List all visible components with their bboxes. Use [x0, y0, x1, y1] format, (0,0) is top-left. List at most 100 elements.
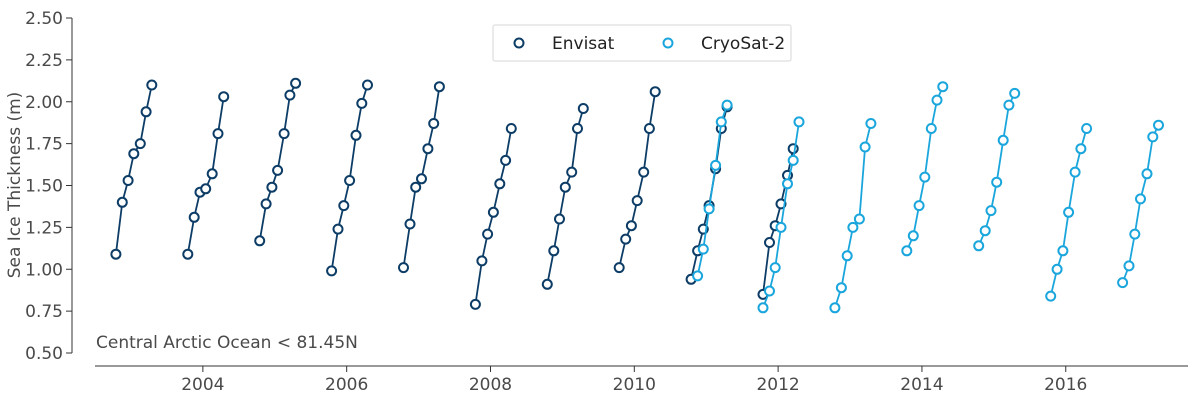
data-point-cryosat2: [692, 270, 704, 282]
data-point-cryosat2: [931, 94, 943, 106]
y-tick-label: 1.50: [25, 177, 63, 197]
data-point-cryosat2: [907, 230, 919, 242]
data-point-envisat: [613, 262, 625, 274]
data-point-cryosat2: [787, 154, 799, 166]
data-point-cryosat2: [1075, 143, 1087, 155]
data-point-envisat: [410, 181, 422, 193]
data-point-cryosat2: [1081, 123, 1093, 134]
series-line-envisat: [186, 96, 225, 255]
data-point-cryosat2: [1003, 99, 1015, 111]
data-point-cryosat2: [782, 178, 793, 190]
y-axis-title: Sea Ice Thickness (m): [5, 92, 25, 279]
data-point-envisat: [218, 91, 230, 103]
y-tick-label: 1.25: [25, 218, 63, 238]
data-point-envisat: [577, 103, 589, 114]
data-point-envisat: [482, 228, 494, 240]
x-tick-label: 2004: [181, 375, 224, 395]
data-point-cryosat2: [1045, 290, 1057, 302]
data-point-envisat: [494, 178, 506, 190]
data-point-envisat: [433, 81, 445, 93]
data-point-cryosat2: [847, 221, 859, 233]
data-point-envisat: [326, 265, 338, 277]
data-point-cryosat2: [710, 159, 722, 171]
data-point-envisat: [338, 200, 350, 212]
series-line-cryosat2: [977, 93, 1016, 247]
data-point-cryosat2: [1051, 263, 1063, 275]
data-point-envisat: [428, 118, 440, 129]
data-point-envisat: [572, 123, 583, 134]
data-point-cryosat2: [703, 203, 715, 215]
data-point-cryosat2: [764, 285, 775, 297]
data-point-envisat: [620, 233, 632, 245]
legend-label-envisat: Envisat: [552, 34, 615, 54]
data-point-cryosat2: [1135, 193, 1146, 205]
data-point-cryosat2: [697, 243, 709, 255]
data-point-cryosat2: [913, 200, 925, 212]
x-tick-label: 2016: [1044, 375, 1087, 395]
data-point-envisat: [559, 181, 571, 193]
legend-label-cryosat2: CryoSat-2: [701, 34, 785, 54]
data-point-cryosat2: [1141, 168, 1153, 180]
series-layer: [110, 77, 1164, 314]
data-point-cryosat2: [1117, 277, 1129, 289]
data-point-cryosat2: [793, 116, 805, 128]
data-point-envisat: [541, 278, 553, 290]
data-point-envisat: [212, 128, 224, 140]
data-point-envisat: [188, 211, 200, 223]
data-point-envisat: [140, 106, 152, 118]
y-tick-label: 0.75: [25, 302, 63, 322]
y-tick-label: 1.75: [25, 135, 63, 155]
data-point-envisat: [643, 123, 655, 134]
data-point-envisat: [548, 245, 560, 257]
data-point-envisat: [278, 128, 290, 140]
data-point-envisat: [266, 181, 278, 193]
data-point-cryosat2: [757, 302, 769, 314]
data-point-envisat: [638, 166, 650, 178]
x-axis-ticks: 2004 2006 2008 2010 2012 2014 2016: [181, 366, 1087, 395]
data-point-envisat: [787, 143, 799, 155]
data-point-cryosat2: [1129, 228, 1141, 240]
data-point-cryosat2: [1009, 87, 1021, 99]
data-point-envisat: [404, 218, 416, 230]
data-point-envisat: [631, 195, 643, 207]
data-point-envisat: [116, 196, 128, 208]
data-point-cryosat2: [769, 262, 781, 274]
x-tick-label: 2010: [613, 375, 656, 395]
series-cryosat2: [692, 81, 1164, 314]
data-point-envisat: [272, 164, 284, 176]
y-tick-label: 2.25: [25, 51, 63, 71]
data-point-envisat: [649, 86, 661, 98]
data-point-cryosat2: [1123, 260, 1135, 272]
data-point-cryosat2: [937, 81, 949, 93]
legend-marker-envisat: [513, 37, 525, 49]
data-point-cryosat2: [829, 302, 841, 314]
series-line-envisat: [258, 82, 297, 241]
data-point-envisat: [134, 138, 146, 150]
data-point-cryosat2: [853, 213, 865, 225]
data-point-envisat: [487, 206, 499, 218]
legend-box: [492, 24, 792, 62]
y-tick-label: 1.00: [25, 260, 63, 280]
series-line-envisat: [546, 108, 585, 285]
data-point-envisat: [469, 298, 481, 310]
data-point-cryosat2: [973, 240, 985, 252]
data-point-envisat: [110, 248, 122, 260]
x-tick-label: 2006: [325, 375, 368, 395]
legend: Envisat CryoSat-2: [492, 24, 792, 62]
data-point-envisat: [398, 262, 409, 274]
data-point-envisat: [505, 123, 517, 134]
data-point-cryosat2: [901, 245, 913, 257]
data-point-envisat: [332, 223, 344, 235]
data-point-cryosat2: [1147, 131, 1159, 143]
data-point-envisat: [625, 220, 637, 232]
data-point-cryosat2: [865, 118, 877, 129]
series-envisat: [110, 77, 799, 310]
data-point-envisat: [128, 148, 140, 160]
y-tick-label: 2.50: [25, 9, 63, 29]
data-point-cryosat2: [1063, 206, 1075, 218]
data-point-envisat: [356, 97, 368, 109]
data-point-envisat: [284, 89, 296, 101]
data-point-envisat: [476, 255, 488, 267]
data-point-cryosat2: [775, 221, 787, 233]
data-point-cryosat2: [859, 141, 871, 153]
